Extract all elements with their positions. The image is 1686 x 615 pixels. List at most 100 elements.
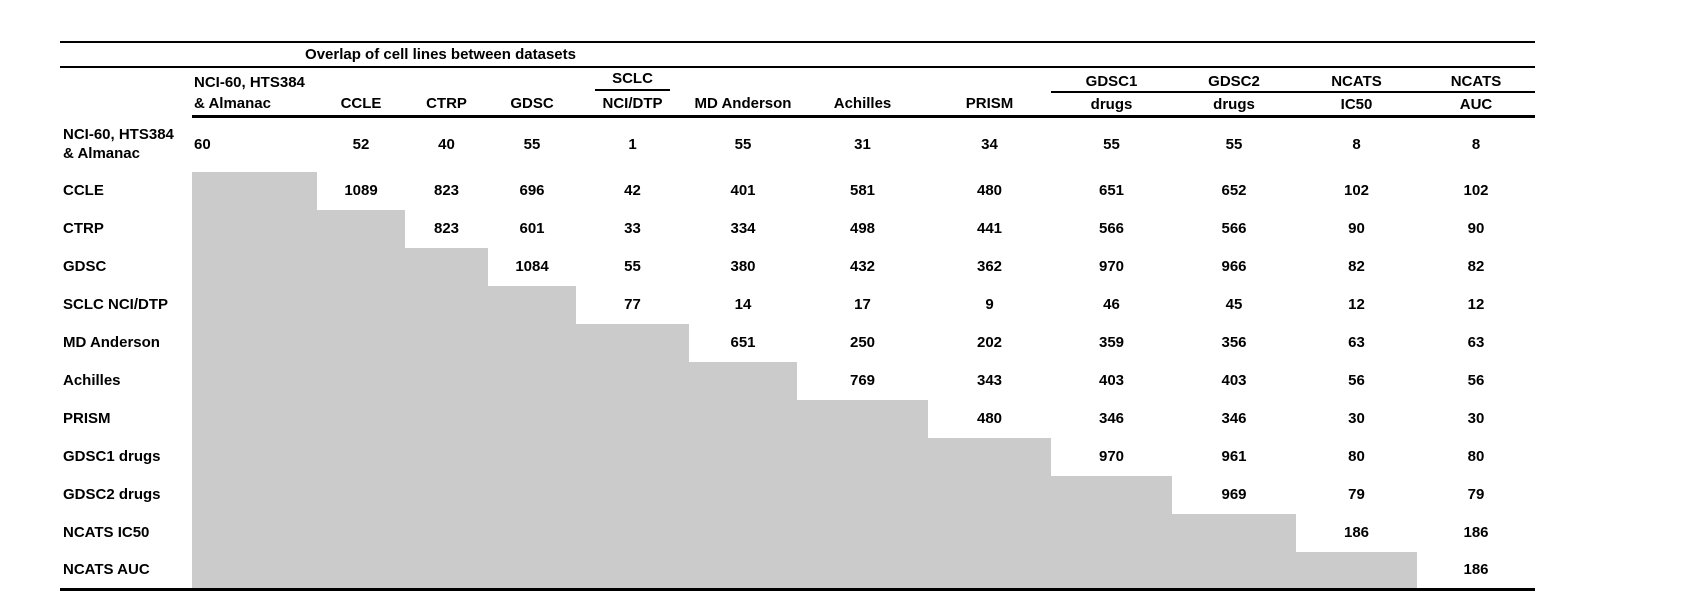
table-cell: 498 <box>849 220 876 237</box>
row-label: CCLE <box>63 181 104 199</box>
shaded-cell <box>192 247 317 286</box>
table-cell: 769 <box>849 372 876 389</box>
shaded-cell <box>488 513 576 552</box>
row-label: PRISM <box>63 409 111 427</box>
column-header: Achilles <box>797 92 928 118</box>
table-cell: 356 <box>1221 334 1247 351</box>
table-cell: 77 <box>624 296 641 313</box>
table-cell: 651 <box>730 334 756 351</box>
table-row: CTRP 823 601 33 334 498 441 566 566 90 90 <box>60 209 1535 248</box>
table-cell: 359 <box>1098 334 1125 351</box>
overlap-table-container: Overlap of cell lines between datasets N… <box>60 41 1535 591</box>
table-cell: 55 <box>734 136 752 154</box>
shaded-cell <box>405 361 488 400</box>
shaded-cell <box>317 285 405 324</box>
table-cell: 8 <box>1471 136 1481 154</box>
column-header-top <box>689 67 797 92</box>
shaded-cell <box>797 437 928 476</box>
table-cell: 55 <box>1225 136 1243 154</box>
header-row: & Almanac CCLE CTRP GDSC NCI/DTP MD Ande… <box>60 92 1535 118</box>
table-row: NCATS AUC 186 <box>60 551 1535 591</box>
table-cell: 1084 <box>515 258 549 275</box>
table-body: NCI-60, HTS384 & Almanac 60 52 40 55 1 55 31 34 5… <box>60 117 1535 591</box>
table-cell: 401 <box>730 182 756 199</box>
table-cell: 1 <box>628 136 637 154</box>
table-cell: 432 <box>849 258 876 275</box>
shaded-cell <box>317 247 405 286</box>
shaded-cell <box>576 323 689 362</box>
row-label: Achilles <box>63 371 121 389</box>
shaded-cell <box>689 475 797 514</box>
table-cell: 970 <box>1098 258 1125 275</box>
title-row: Overlap of cell lines between datasets <box>60 41 1535 68</box>
shaded-cell <box>405 475 488 514</box>
table-cell: 186 <box>1417 551 1535 591</box>
shaded-cell <box>192 475 317 514</box>
table-cell: 46 <box>1103 296 1120 313</box>
shaded-cell <box>1051 475 1172 514</box>
shaded-cell <box>797 551 928 591</box>
shaded-cell <box>405 399 488 438</box>
shaded-cell <box>488 323 576 362</box>
column-header: AUC <box>1417 92 1535 118</box>
table-cell: 966 <box>1221 258 1247 275</box>
table-cell: 696 <box>519 182 545 199</box>
table-cell: 102 <box>1343 182 1370 199</box>
table-cell: 186 <box>1343 524 1370 541</box>
table-cell: 346 <box>1221 410 1247 427</box>
shaded-cell <box>797 475 928 514</box>
table-cell: 56 <box>1467 372 1485 389</box>
row-label: SCLC NCI/DTP <box>63 295 168 313</box>
column-header: PRISM <box>928 92 1051 118</box>
table-cell: 30 <box>1467 410 1485 427</box>
table-cell: 480 <box>976 410 1003 427</box>
stub-cell <box>60 41 192 68</box>
table-row: GDSC1 drugs 970 961 80 80 <box>60 437 1535 476</box>
table-cell: 63 <box>1348 334 1365 351</box>
table-cell: 79 <box>1348 486 1365 503</box>
table-cell: 403 <box>1098 372 1125 389</box>
row-label: GDSC <box>63 257 107 275</box>
shaded-cell <box>1172 513 1296 552</box>
column-header-top: NCI-60, HTS384 <box>194 74 305 91</box>
column-header: GDSC <box>488 92 576 118</box>
shaded-cell <box>576 551 689 591</box>
column-header-sclc: SCLC <box>595 70 670 91</box>
shaded-cell <box>317 361 405 400</box>
shaded-cell <box>1051 551 1172 591</box>
row-label: MD Anderson <box>63 333 160 351</box>
column-header-top: NCATS <box>1417 67 1535 93</box>
shaded-cell <box>317 399 405 438</box>
shaded-cell <box>689 513 797 552</box>
table-cell: 970 <box>1098 448 1125 465</box>
shaded-cell <box>689 361 797 400</box>
shaded-cell <box>928 513 1051 552</box>
table-cell: 403 <box>1221 372 1247 389</box>
shaded-cell <box>192 437 317 476</box>
table-cell: 17 <box>854 296 871 313</box>
table-cell: 63 <box>1467 334 1485 351</box>
table-row: PRISM 480 346 346 30 30 <box>60 399 1535 438</box>
table-cell: 566 <box>1221 220 1247 237</box>
table-cell: 102 <box>1463 182 1489 199</box>
table-cell: 346 <box>1098 410 1125 427</box>
table-row: NCATS IC50 186 186 <box>60 513 1535 552</box>
shaded-cell <box>928 475 1051 514</box>
column-header-top: GDSC1 <box>1051 67 1172 93</box>
shaded-cell <box>1296 551 1417 591</box>
table-cell: 52 <box>352 136 370 154</box>
shaded-cell <box>1051 513 1172 552</box>
shaded-cell <box>689 437 797 476</box>
stub-cell <box>60 92 192 117</box>
column-header: IC50 <box>1296 92 1417 118</box>
row-label: NCATS AUC <box>60 551 192 591</box>
column-header-top: SCLC <box>576 67 689 92</box>
shaded-cell <box>192 285 317 324</box>
shaded-cell <box>488 437 576 476</box>
column-header-top <box>928 67 1051 92</box>
column-header: NCI/DTP <box>576 92 689 118</box>
table-cell: 79 <box>1467 486 1485 503</box>
column-header: & Almanac <box>192 92 317 118</box>
table-cell: 40 <box>438 136 455 154</box>
shaded-cell <box>576 513 689 552</box>
